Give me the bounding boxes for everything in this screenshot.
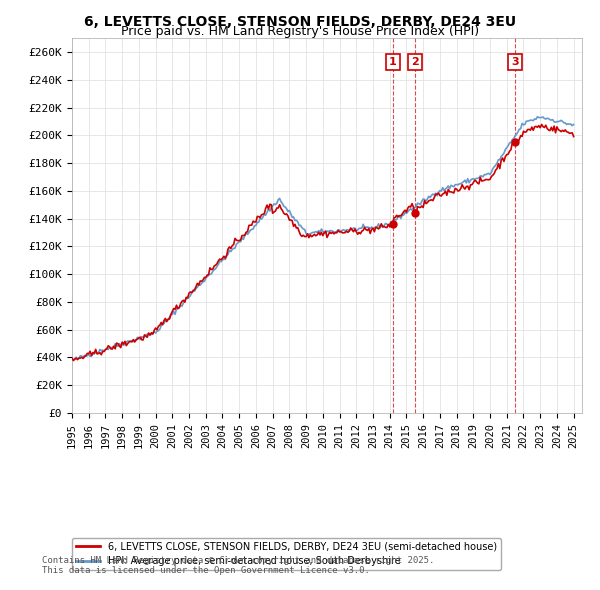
Legend: 6, LEVETTS CLOSE, STENSON FIELDS, DERBY, DE24 3EU (semi-detached house), HPI: Av: 6, LEVETTS CLOSE, STENSON FIELDS, DERBY,… <box>72 537 501 571</box>
Text: Contains HM Land Registry data © Crown copyright and database right 2025.
This d: Contains HM Land Registry data © Crown c… <box>42 556 434 575</box>
Text: 2: 2 <box>411 57 419 67</box>
Text: 1: 1 <box>389 57 397 67</box>
Text: Price paid vs. HM Land Registry's House Price Index (HPI): Price paid vs. HM Land Registry's House … <box>121 25 479 38</box>
Text: 6, LEVETTS CLOSE, STENSON FIELDS, DERBY, DE24 3EU: 6, LEVETTS CLOSE, STENSON FIELDS, DERBY,… <box>84 15 516 29</box>
Text: 3: 3 <box>511 57 519 67</box>
